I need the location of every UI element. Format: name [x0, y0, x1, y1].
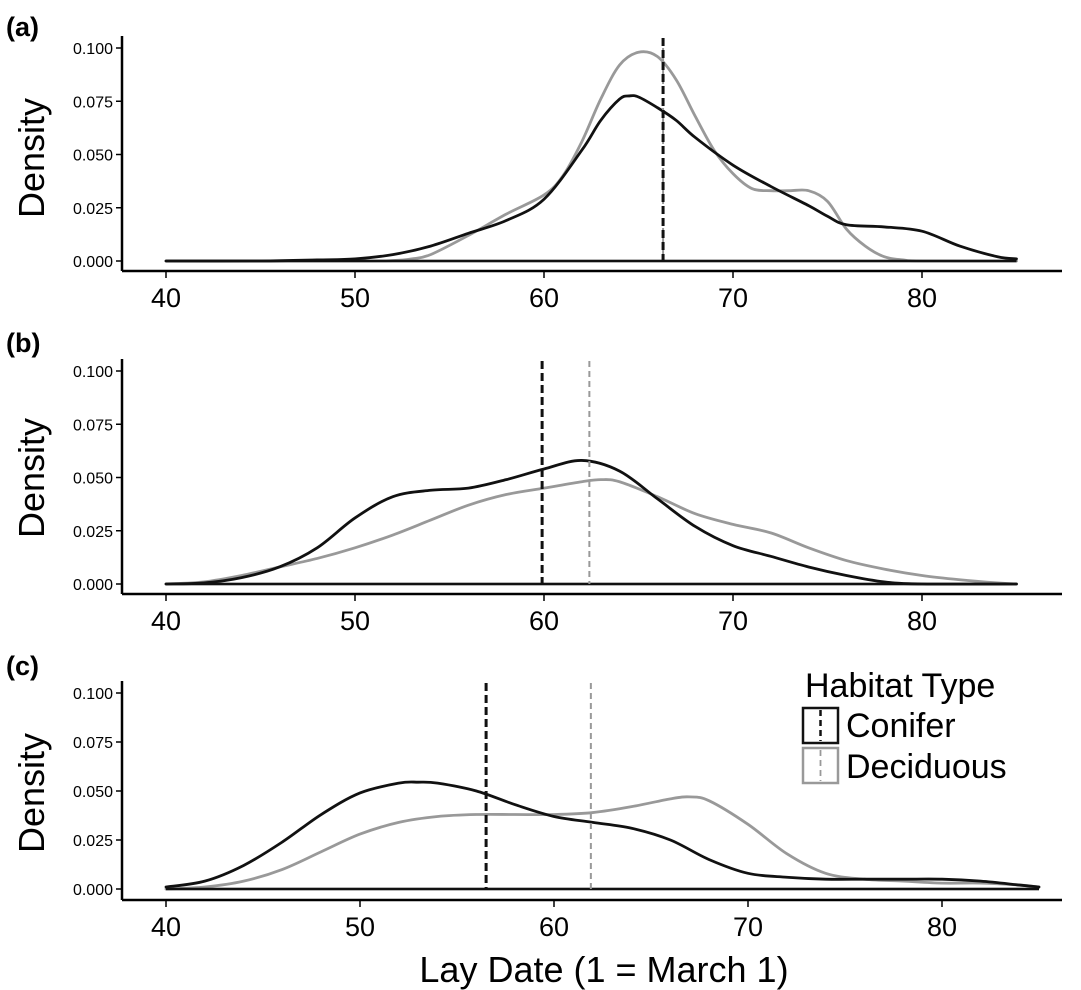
x-tick-label: 50: [345, 912, 375, 942]
x-tick-label: 80: [927, 912, 957, 942]
panel-b: (b) Density 0.000 0.025 0.050 0.075 0.100 40 50 6…: [6, 328, 1062, 636]
x-tick-label: 80: [907, 606, 937, 636]
panel-label: (c): [6, 651, 39, 681]
y-tick-label: 0.075: [73, 94, 113, 111]
density-curve-conifer: [164, 94, 1018, 263]
legend-entry-deciduous: Deciduous: [801, 746, 1007, 786]
panel-c: (c) Density 0.000 0.025 0.050 0.075 0.100 40 50 6…: [6, 651, 1062, 942]
panel-a: (a) Density 0.000 0.025 0.050 0.075 0.100 40 50 6…: [6, 12, 1062, 313]
y-tick-label: 0.075: [73, 417, 113, 434]
x-tick-label: 40: [151, 912, 181, 942]
x-tick-label: 50: [340, 283, 370, 313]
x-tick-label: 40: [151, 283, 181, 313]
density-curve-deciduous: [164, 478, 1018, 586]
x-tick-label: 70: [718, 283, 748, 313]
density-curve-conifer: [164, 780, 1041, 889]
y-tick-label: 0.050: [73, 148, 113, 165]
y-tick-label: 0.050: [73, 784, 113, 801]
x-tick-label: 60: [539, 912, 569, 942]
y-tick-label: 0.050: [73, 471, 113, 488]
x-tick-label: 50: [340, 606, 370, 636]
x-tick-label: 70: [718, 606, 748, 636]
y-tick-label: 0.000: [73, 254, 113, 271]
y-tick-label: 0.025: [73, 833, 113, 850]
y-tick-label: 0.000: [73, 882, 113, 899]
x-tick-label: 60: [529, 283, 559, 313]
x-axis-title: Lay Date (1 = March 1): [419, 949, 788, 990]
density-curve-deciduous: [164, 50, 1018, 263]
y-axis-title: Density: [11, 418, 52, 538]
x-tick-label: 60: [529, 606, 559, 636]
legend-label-deciduous: Deciduous: [846, 748, 1007, 786]
y-axis-title: Density: [11, 733, 52, 853]
y-tick-label: 0.100: [73, 686, 113, 703]
y-tick-label: 0.025: [73, 201, 113, 218]
panel-label: (b): [6, 328, 40, 358]
legend-entry-conifer: Conifer: [801, 706, 956, 745]
legend: Habitat Type Conifer Deciduous: [801, 667, 1007, 786]
y-axis-title: Density: [11, 98, 52, 218]
legend-title: Habitat Type: [805, 667, 995, 705]
y-tick-label: 0.075: [73, 735, 113, 752]
y-tick-label: 0.100: [73, 41, 113, 58]
panels-group: (a) Density 0.000 0.025 0.050 0.075 0.100 40 50 6…: [6, 12, 1062, 942]
density-curve-conifer: [164, 459, 1018, 586]
y-tick-label: 0.025: [73, 524, 113, 541]
y-tick-label: 0.000: [73, 577, 113, 594]
y-tick-label: 0.100: [73, 364, 113, 381]
panel-label: (a): [6, 12, 39, 42]
x-tick-label: 40: [151, 606, 181, 636]
x-tick-label: 80: [907, 283, 937, 313]
x-tick-label: 70: [733, 912, 763, 942]
legend-label-conifer: Conifer: [846, 707, 956, 745]
density-curve-deciduous: [164, 795, 1041, 891]
